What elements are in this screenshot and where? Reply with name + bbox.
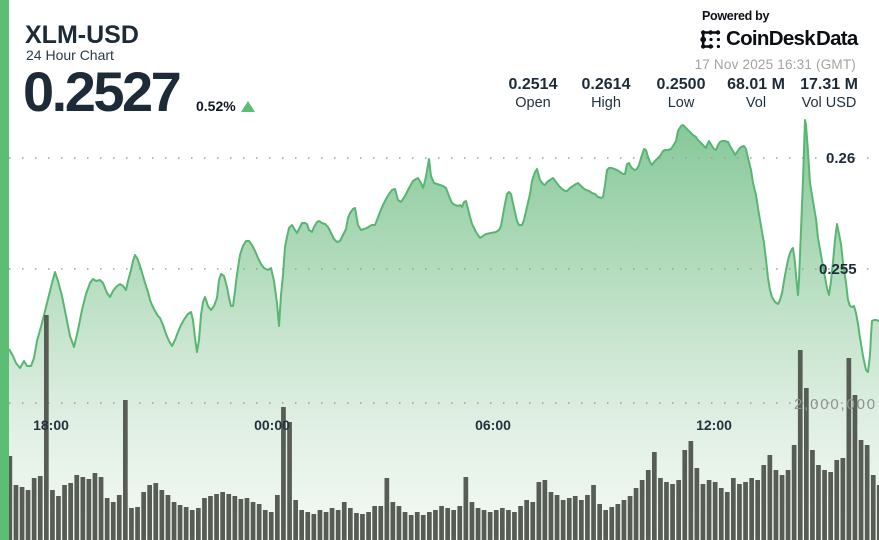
svg-text:2,000,000: 2,000,000 xyxy=(794,396,877,413)
svg-text:0.255: 0.255 xyxy=(819,261,857,278)
svg-text:06:00: 06:00 xyxy=(475,417,511,433)
svg-text:12:00: 12:00 xyxy=(696,417,732,433)
svg-text:0.26: 0.26 xyxy=(826,150,855,167)
svg-text:00:00: 00:00 xyxy=(254,417,290,433)
svg-text:18:00: 18:00 xyxy=(33,417,69,433)
